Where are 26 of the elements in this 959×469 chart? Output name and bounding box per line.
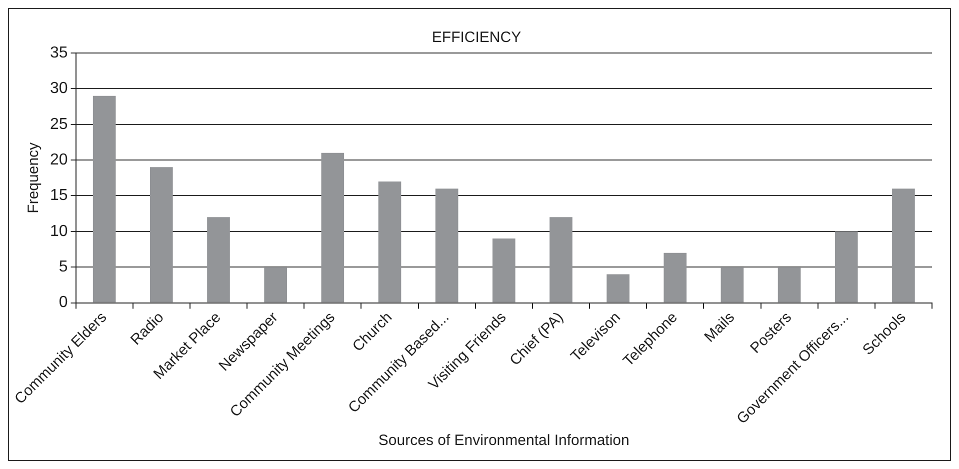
bar (492, 238, 516, 302)
bar (550, 217, 572, 302)
chart-title: EFFICIENCY (432, 29, 522, 46)
y-tick-label: 20 (50, 151, 68, 168)
y-tick-label: 10 (50, 222, 68, 240)
bar (720, 267, 744, 302)
y-axis-title: Frequency (25, 142, 42, 214)
bar (321, 152, 344, 302)
bar (778, 267, 801, 302)
y-tick-label: 30 (50, 80, 68, 98)
bar (606, 274, 630, 302)
bar (664, 252, 687, 302)
y-tick-label: 5 (58, 258, 68, 276)
y-tick-label: 35 (50, 44, 68, 62)
bar (92, 96, 116, 302)
y-tick-label: 25 (50, 116, 68, 133)
bar (435, 188, 458, 302)
bar (207, 217, 230, 302)
bar (378, 181, 402, 302)
bar (264, 267, 287, 302)
y-tick-label: 15 (50, 187, 68, 204)
bar (150, 167, 173, 302)
y-tick-label: 0 (58, 294, 68, 312)
bar (892, 188, 915, 302)
bar (834, 231, 858, 302)
x-axis-title: Sources of Environmental Information (378, 432, 630, 450)
